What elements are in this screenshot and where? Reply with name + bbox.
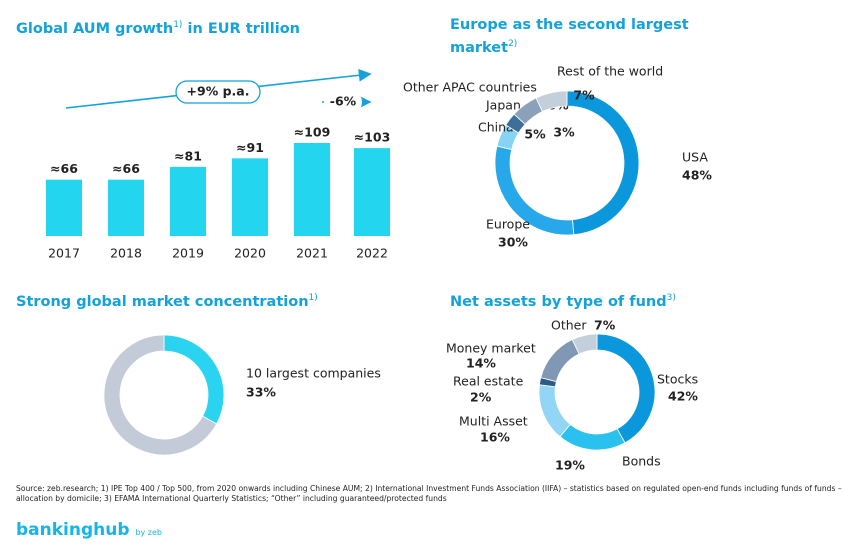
slice-name: Other bbox=[551, 318, 587, 333]
donut-slice bbox=[559, 423, 626, 451]
title-text: Net assets by type of fund bbox=[450, 293, 667, 310]
slice-name: Multi Asset bbox=[459, 414, 528, 429]
slice-value: 7% bbox=[573, 88, 595, 103]
slice-value: 48% bbox=[682, 168, 712, 183]
x-tick-label: 2022 bbox=[356, 246, 388, 261]
x-tick-label: 2017 bbox=[48, 246, 80, 261]
value-label: ≈81 bbox=[174, 148, 202, 163]
annotation-pill bbox=[324, 91, 362, 113]
title-note: 2) bbox=[508, 39, 518, 49]
value-label: ≈103 bbox=[354, 130, 391, 145]
value-label: ≈66 bbox=[50, 161, 78, 176]
logo-by: by zeb bbox=[135, 528, 163, 537]
x-tick-label: 2018 bbox=[110, 246, 142, 261]
donut-slice bbox=[540, 338, 580, 383]
bar bbox=[170, 166, 206, 236]
donut-slice bbox=[538, 384, 571, 438]
logo: bankinghub by zeb bbox=[16, 520, 162, 540]
slice-name: Bonds bbox=[622, 454, 661, 469]
bar bbox=[294, 143, 330, 236]
title-text: Global AUM growth bbox=[16, 20, 174, 37]
x-tick-label: 2019 bbox=[172, 246, 204, 261]
bar bbox=[108, 179, 144, 236]
annotation: -6% bbox=[330, 94, 357, 109]
donut-slice bbox=[103, 334, 218, 456]
slice-value: 7% bbox=[594, 318, 616, 333]
slice-value: 14% bbox=[466, 356, 496, 371]
value-label: ≈109 bbox=[294, 125, 331, 140]
slice-value: 42% bbox=[668, 389, 698, 404]
slice-name: Stocks bbox=[657, 372, 698, 387]
slice-value: 16% bbox=[480, 430, 510, 445]
donut-slice bbox=[571, 333, 598, 355]
logo-name: bankinghub bbox=[16, 520, 130, 540]
slice-value: 2% bbox=[470, 390, 492, 405]
bar bbox=[354, 148, 390, 236]
value-label: ≈91 bbox=[236, 140, 264, 155]
slice-name: USA bbox=[682, 150, 708, 165]
title-text: in EUR trillion bbox=[187, 20, 300, 37]
donut-slice bbox=[163, 334, 225, 425]
annotation-pill bbox=[175, 80, 261, 104]
slice-name: Japan bbox=[485, 98, 521, 113]
donut-slice bbox=[596, 333, 656, 444]
donut-slice bbox=[566, 90, 640, 236]
title-note: 1) bbox=[308, 293, 318, 303]
slice-value: 3% bbox=[553, 125, 575, 140]
title-note: 1) bbox=[173, 20, 183, 30]
slice-value: 19% bbox=[555, 458, 585, 473]
slice-name: 10 largest companies bbox=[246, 366, 381, 381]
slice-value: 30% bbox=[498, 235, 528, 250]
title-text: Strong global market concentration bbox=[16, 293, 309, 310]
slice-value: 5% bbox=[524, 127, 546, 142]
chart-title: Europe as the second largest market2) bbox=[450, 16, 700, 58]
annotation: +9% p.a. bbox=[187, 84, 250, 99]
title-note: 3) bbox=[666, 293, 676, 303]
x-tick-label: 2021 bbox=[296, 246, 328, 261]
chart: +9% p.a. -6% ≈66 2017 ≈66 2018 ≈81 2019 ≈91 202… bbox=[46, 64, 712, 473]
slice-value: 33% bbox=[246, 385, 276, 400]
value-label: ≈66 bbox=[112, 161, 140, 176]
chart-title: Strong global market concentration1) bbox=[16, 289, 416, 312]
x-tick-label: 2020 bbox=[234, 246, 266, 261]
donut-slice bbox=[535, 90, 568, 113]
slice-name: Money market bbox=[446, 341, 536, 356]
chart-title: Net assets by type of fund3) bbox=[450, 289, 850, 312]
slice-name: China bbox=[478, 120, 514, 135]
slice-name: Other APAC countries bbox=[403, 80, 537, 95]
slice-name: Rest of the world bbox=[557, 64, 663, 79]
bar bbox=[232, 158, 268, 236]
title-text: Europe as the second largest market bbox=[450, 17, 689, 56]
chart-title: Global AUM growth1) in EUR trillion bbox=[16, 16, 416, 39]
slice-name: Real estate bbox=[453, 374, 524, 389]
bar bbox=[46, 179, 82, 236]
footnote: Source: zeb.research; 1) IPE Top 400 / T… bbox=[16, 484, 842, 503]
slice-name: Europe bbox=[486, 217, 530, 232]
